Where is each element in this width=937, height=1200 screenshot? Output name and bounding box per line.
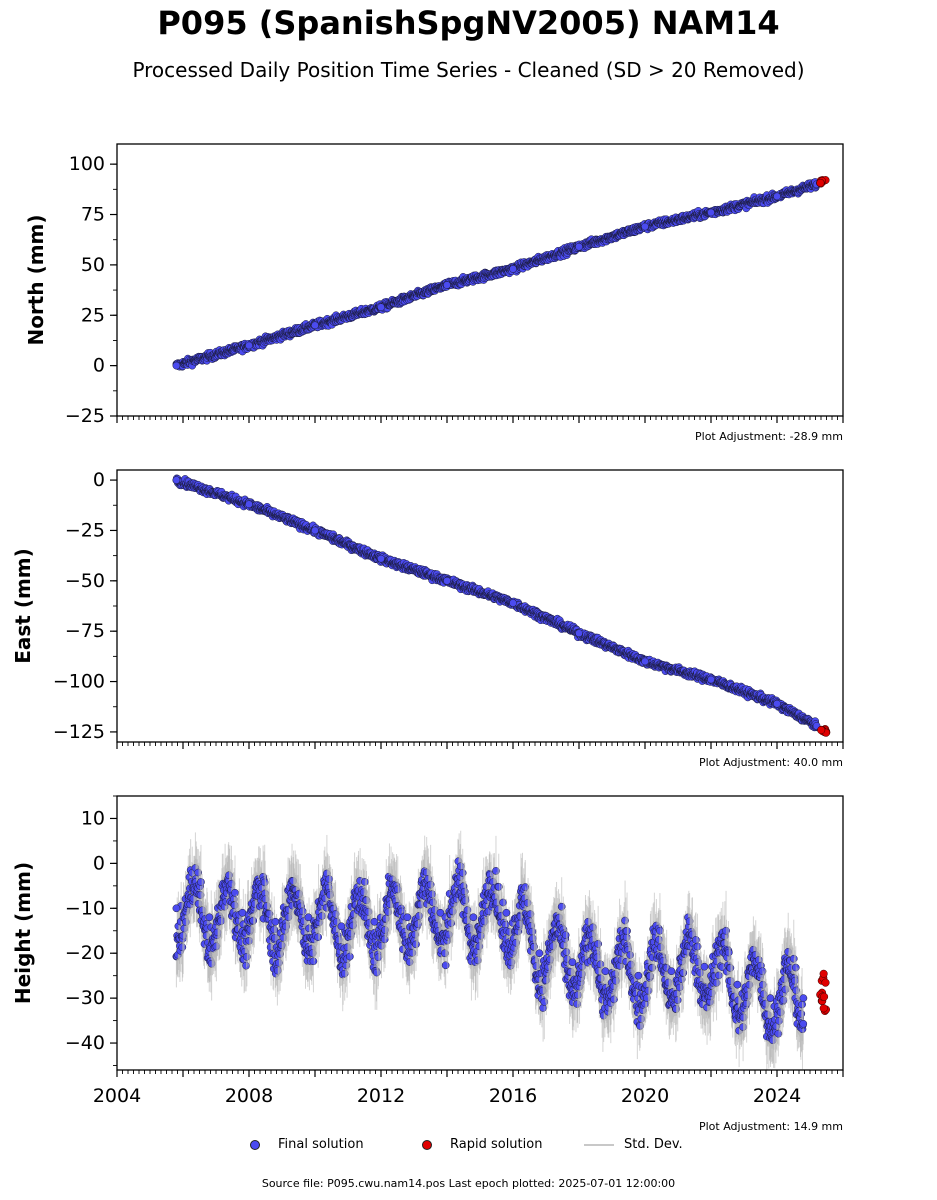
final-point — [509, 265, 517, 273]
final-point — [443, 281, 451, 289]
final-point — [773, 699, 781, 708]
plot-adjustment-note: Plot Adjustment: -28.9 mm — [695, 430, 843, 443]
final-point — [707, 675, 715, 684]
final-point — [309, 957, 318, 966]
final-point — [707, 208, 715, 217]
y-tick-label: 0 — [93, 469, 105, 491]
y-axis-label: North (mm) — [24, 214, 48, 345]
chart-subtitle: Processed Daily Position Time Series - C… — [132, 58, 805, 82]
final-point — [575, 242, 583, 251]
y-tick-label: −125 — [53, 721, 105, 743]
final-point — [443, 576, 451, 585]
y-tick-label: 25 — [81, 304, 105, 326]
final-point — [641, 657, 649, 666]
final-point — [245, 500, 253, 509]
y-tick-label: −75 — [65, 620, 105, 642]
final-point — [197, 878, 205, 886]
final-point — [311, 321, 319, 330]
rapid-point — [817, 726, 826, 735]
y-tick-label: 0 — [93, 355, 105, 377]
y-tick-label: −50 — [65, 570, 105, 592]
plot-adjustment-note: Plot Adjustment: 40.0 mm — [699, 756, 843, 769]
y-tick-label: −25 — [65, 405, 105, 427]
y-tick-label: −25 — [65, 519, 105, 541]
final-point — [441, 961, 450, 970]
panel-frame — [116, 469, 844, 743]
y-tick-label: 50 — [81, 254, 105, 276]
y-axis-label: East (mm) — [11, 548, 35, 664]
final-point — [172, 476, 181, 484]
final-point — [509, 599, 517, 607]
panel-2: −125 −100 −75 −50 −25 0 East (mm) Plot Adjustme… — [11, 469, 844, 769]
panel-1-marks — [172, 176, 830, 371]
final-point — [773, 192, 781, 201]
final-point — [377, 303, 385, 312]
chart-title: P095 (SpanishSpgNV2005) NAM14 — [157, 4, 780, 42]
final-point — [172, 361, 181, 370]
rapid-point — [816, 178, 825, 187]
y-tick-label: 100 — [69, 153, 105, 175]
panel-2-marks — [172, 474, 831, 737]
panel-1: −25 0 25 50 75 100 North (mm) Plot Adjustment: … — [24, 143, 844, 443]
y-tick-label: −100 — [53, 671, 105, 693]
final-point — [575, 629, 583, 638]
final-point — [231, 888, 239, 897]
panel-3-marks — [172, 830, 831, 1070]
final-point — [311, 526, 319, 535]
final-point — [641, 222, 649, 231]
final-point — [245, 341, 253, 350]
y-tick-label: 75 — [81, 204, 105, 226]
final-point — [377, 554, 385, 563]
